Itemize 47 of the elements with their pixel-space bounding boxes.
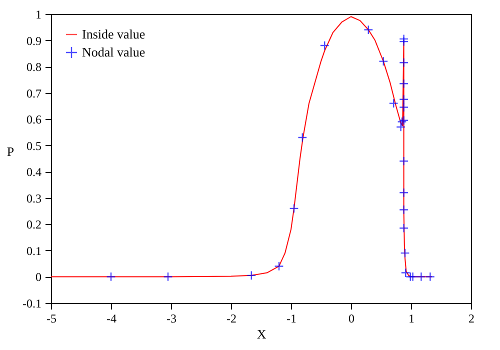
x-tick-label: -3 [166,312,176,326]
point [425,272,435,282]
point [399,102,409,112]
legend-label: Inside value [82,26,146,42]
y-tick-label: 0.4 [26,165,42,180]
x-tick-label: -1 [286,312,296,326]
point [400,248,410,258]
y-tick-label: 0.9 [26,34,42,48]
y-tick-label: 0.5 [26,138,42,153]
point [106,272,116,282]
point [289,204,299,214]
point [378,56,388,66]
point [399,188,409,198]
x-tick-label: -4 [106,312,116,326]
point [396,122,406,132]
point [399,94,409,104]
y-tick-label: 0.7 [26,86,42,100]
point [298,132,308,142]
point [399,156,409,166]
x-tick-label: 0 [348,312,354,326]
y-tick-label: 0.3 [26,191,42,206]
point [399,223,409,233]
legend-label: Nodal value [82,44,146,60]
point [388,98,398,108]
point [320,40,330,50]
point [364,24,374,35]
point [399,204,409,215]
point [416,272,426,282]
y-tick-label: 0.2 [26,218,42,232]
point [163,272,173,282]
x-tick-label: -2 [226,312,236,326]
x-tick-label: -5 [46,312,56,326]
point [399,78,409,88]
y-tick-label: 0.6 [26,112,42,127]
point [274,261,284,271]
point [399,58,409,68]
x-axis-title: X [256,326,267,342]
point [246,270,256,280]
x-tick-label: 2 [468,312,474,326]
y-tick-label: 0.1 [26,244,42,258]
y-tick-label: -0.1 [22,296,42,310]
y-tick-label: 0.8 [26,60,42,74]
y-tick-label: 0 [36,270,42,284]
y-tick-label: 1 [36,8,42,22]
y-axis-title: P [6,144,14,159]
point [399,36,409,46]
x-tick-label: 1 [408,312,414,326]
